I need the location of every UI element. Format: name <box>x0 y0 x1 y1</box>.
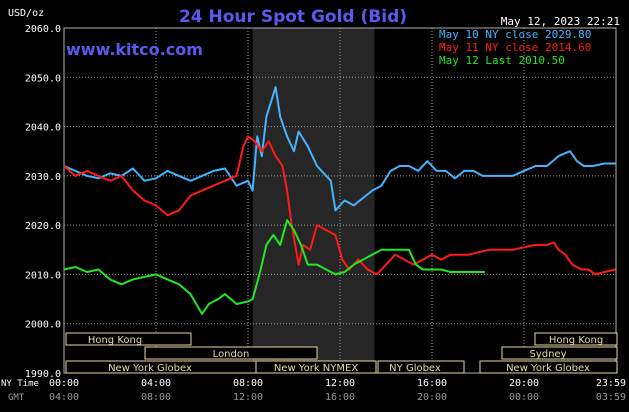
session-box-hong-kong <box>65 332 192 346</box>
chart-title: 24 Hour Spot Gold (Bid) <box>179 7 407 27</box>
y-tick-label-4: 2020.0 <box>25 221 61 232</box>
watermark: www.kitco.com <box>66 40 203 59</box>
y-tick-label-2: 2040.0 <box>25 123 61 134</box>
session-box-ny-nymex <box>255 360 377 374</box>
series-line-2 <box>63 135 616 276</box>
session-box-london <box>144 346 318 360</box>
ny-time-label: NY Time <box>1 379 39 389</box>
session-sydney: Sydney <box>529 349 566 360</box>
session-box-sydney <box>501 346 618 360</box>
unit-label: USD/oz <box>8 8 44 19</box>
session-box-ny-globex-3 <box>479 360 618 374</box>
x-tick-ny-0: 00:00 <box>49 378 79 389</box>
session-ny-nymex: New York NYMEX <box>274 363 359 374</box>
x-tick-gmt-0: 04:00 <box>49 392 79 403</box>
x-tick-gmt-2: 12:00 <box>233 392 263 403</box>
session-ny-globex: New York Globex <box>108 363 192 374</box>
session-box-ny-globex-2 <box>377 360 465 374</box>
session-london: London <box>213 349 250 360</box>
x-tick-ny-1: 04:00 <box>141 378 171 389</box>
x-tick-ny-4: 16:00 <box>417 378 447 389</box>
x-tick-gmt-3: 16:00 <box>325 392 355 403</box>
datetime-label: May 12, 2023 22:21 <box>501 15 620 28</box>
session-box-hong-kong-late <box>534 332 618 346</box>
session-ny-globex-2: NY Globex <box>389 363 441 374</box>
x-tick-gmt-5: 00:00 <box>509 392 539 403</box>
y-tick-label-5: 2010.0 <box>25 270 61 281</box>
y-tick-label-1: 2050.0 <box>25 73 61 84</box>
y-axis-ticks: 2060.0 2050.0 2040.0 2030.0 2020.0 2010.0 2000… <box>25 24 61 380</box>
legend-entry-may12: May 12 Last 2010.50 <box>439 54 565 67</box>
x-tick-gmt-6: 03:59 <box>596 392 626 403</box>
legend-entry-may11: May 11 NY close 2014.60 <box>439 41 591 54</box>
session-hong-kong: Hong Kong <box>88 335 142 346</box>
x-tick-gmt-1: 08:00 <box>141 392 171 403</box>
series-line-3 <box>63 219 485 315</box>
x-tick-ny-3: 12:00 <box>325 378 355 389</box>
x-axis-ticks: 00:00 04:00 08:00 12:00 16:00 20:00 23:59 04:00… <box>49 378 626 403</box>
y-tick-label-3: 2030.0 <box>25 172 61 183</box>
x-tick-gmt-4: 20:00 <box>417 392 447 403</box>
y-tick-label-0: 2060.0 <box>25 24 61 35</box>
series-line-1 <box>63 86 616 212</box>
x-tick-ny-5: 20:00 <box>509 378 539 389</box>
x-tick-ny-2: 08:00 <box>233 378 263 389</box>
x-tick-ny-6: 23:59 <box>596 378 626 389</box>
legend-entry-may10: May 10 NY close 2029.80 <box>439 28 591 41</box>
session-ny-globex-3: New York Globex <box>506 363 590 374</box>
nymex-session-shade <box>252 28 375 373</box>
legend: May 10 NY close 2029.80 May 11 NY close … <box>439 28 591 67</box>
y-tick-label-7: 1990.0 <box>25 369 61 380</box>
gmt-label: GMT <box>8 393 25 403</box>
y-tick-label-6: 2000.0 <box>25 320 61 331</box>
market-sessions: Hong Kong Hong Kong London Sydney New Yo… <box>65 332 618 374</box>
session-hong-kong-late: Hong Kong <box>549 335 603 346</box>
